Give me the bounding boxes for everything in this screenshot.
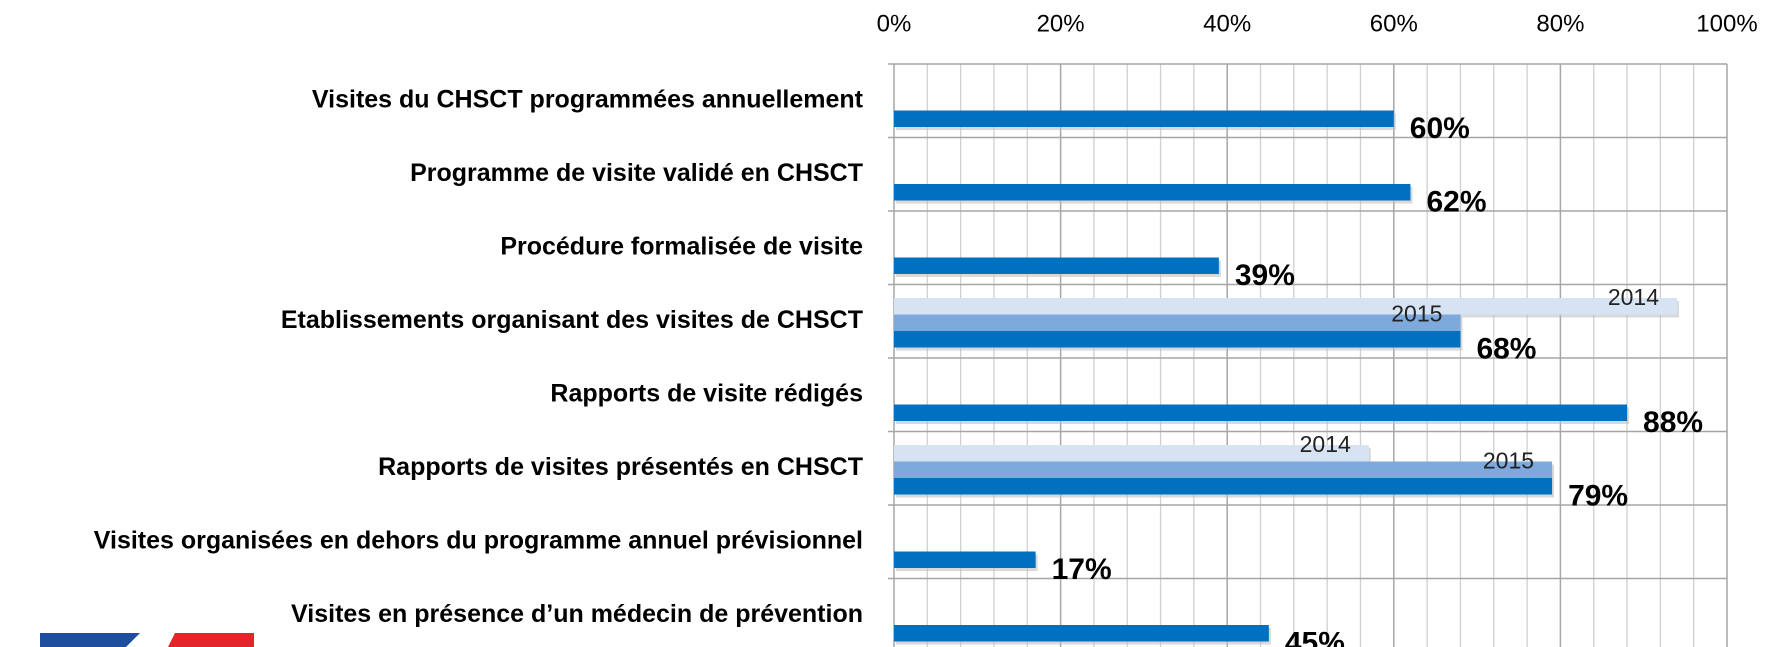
- bar: [894, 404, 1628, 421]
- x-tick-label: 100%: [1696, 10, 1757, 37]
- x-tick-label: 80%: [1536, 10, 1584, 37]
- series-label: 2014: [1300, 431, 1351, 457]
- value-label: 17%: [1052, 553, 1112, 586]
- logo-red: [168, 633, 254, 647]
- category-label: Visites en présence d’un médecin de prév…: [291, 600, 863, 628]
- category-label: Etablissements organisant des visites de…: [281, 306, 863, 334]
- category-label: Programme de visite validé en CHSCT: [410, 159, 863, 187]
- value-label: 79%: [1568, 479, 1628, 512]
- bar: [894, 551, 1036, 568]
- x-tick-label: 60%: [1370, 10, 1418, 37]
- value-label: 88%: [1643, 406, 1703, 439]
- logo-blue: [40, 633, 140, 647]
- bar: [894, 184, 1411, 201]
- bar: [894, 314, 1461, 331]
- category-label: Visites organisées en dehors du programm…: [94, 527, 863, 555]
- category-label: Procédure formalisée de visite: [500, 233, 863, 261]
- value-label: 39%: [1235, 259, 1295, 292]
- bar: [894, 445, 1369, 462]
- bar: [894, 461, 1553, 478]
- logo: [40, 633, 254, 647]
- bar: [894, 625, 1269, 642]
- value-label: 62%: [1426, 185, 1486, 218]
- series-label: 2015: [1391, 301, 1442, 327]
- x-tick-label: 0%: [877, 10, 912, 37]
- value-label: 68%: [1476, 332, 1536, 365]
- bar: [894, 298, 1678, 315]
- x-tick-label: 40%: [1203, 10, 1251, 37]
- value-label: 60%: [1410, 112, 1470, 145]
- bar: [894, 257, 1219, 274]
- category-label: Rapports de visites présentés en CHSCT: [378, 453, 863, 481]
- x-tick-label: 20%: [1037, 10, 1085, 37]
- series-label: 2014: [1608, 284, 1659, 310]
- category-label: Rapports de visite rédigés: [550, 380, 863, 408]
- series-label: 2015: [1483, 448, 1534, 474]
- value-label: 45%: [1285, 626, 1345, 647]
- bar: [894, 331, 1461, 348]
- category-label: Visites du CHSCT programmées annuellemen…: [312, 86, 864, 114]
- bar: [894, 478, 1553, 495]
- bar: [894, 110, 1394, 127]
